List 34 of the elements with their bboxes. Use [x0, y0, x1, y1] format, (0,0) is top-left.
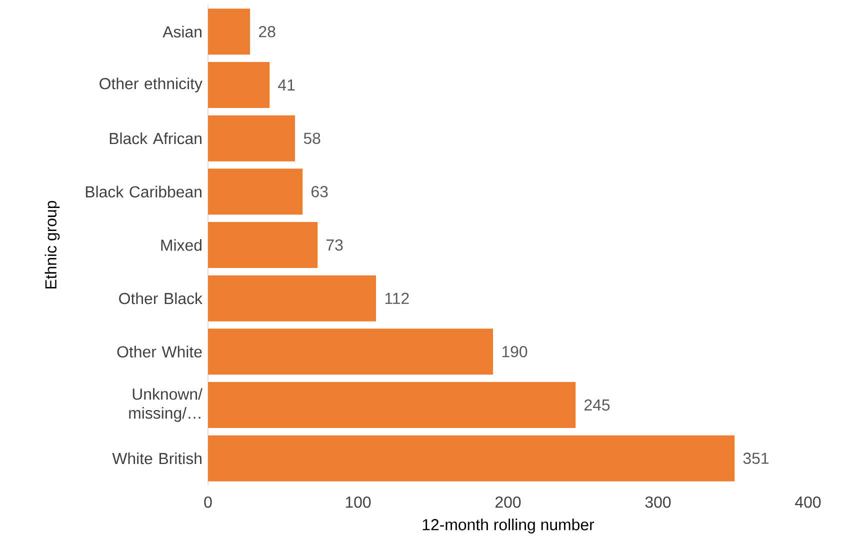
y-axis-title: Ethnic group [44, 200, 60, 288]
data-label: 351 [743, 452, 769, 464]
data-label: 73 [326, 239, 343, 251]
y-tick-label: Other ethnicity [100, 78, 202, 92]
y-tick-label: Asian [162, 26, 202, 38]
data-label: 245 [584, 399, 610, 411]
data-label: 63 [312, 186, 328, 198]
data-label: 28 [259, 26, 276, 38]
x-axis-title: 12-month rolling number [422, 518, 594, 534]
data-label: 190 [502, 346, 528, 358]
y-tick-label: Mixed [161, 239, 202, 251]
x-tick-label: 100 [346, 496, 371, 508]
y-tick-label: White British [112, 452, 202, 464]
bar [208, 222, 318, 268]
y-tick-label: Black Caribbean [86, 186, 202, 198]
bar [208, 8, 250, 55]
data-label: 58 [304, 132, 320, 144]
x-tick-label: 400 [795, 496, 821, 508]
data-label: 112 [385, 292, 409, 304]
x-tick-label: 200 [496, 496, 521, 508]
y-tick-label: Black African [110, 132, 202, 144]
y-tick-label: Unknown/ missing/… [129, 388, 202, 422]
bar [208, 275, 376, 322]
y-tick-label: Other White [117, 346, 202, 358]
data-label: 41 [278, 80, 295, 90]
x-tick-label: 300 [645, 496, 671, 508]
x-tick-label: 0 [204, 496, 212, 508]
bar [208, 62, 270, 108]
bar [208, 168, 303, 215]
bar [208, 328, 494, 375]
bar [208, 115, 296, 162]
bar [208, 435, 735, 482]
y-tick-label: Other Black [119, 292, 202, 304]
bar [208, 382, 576, 428]
